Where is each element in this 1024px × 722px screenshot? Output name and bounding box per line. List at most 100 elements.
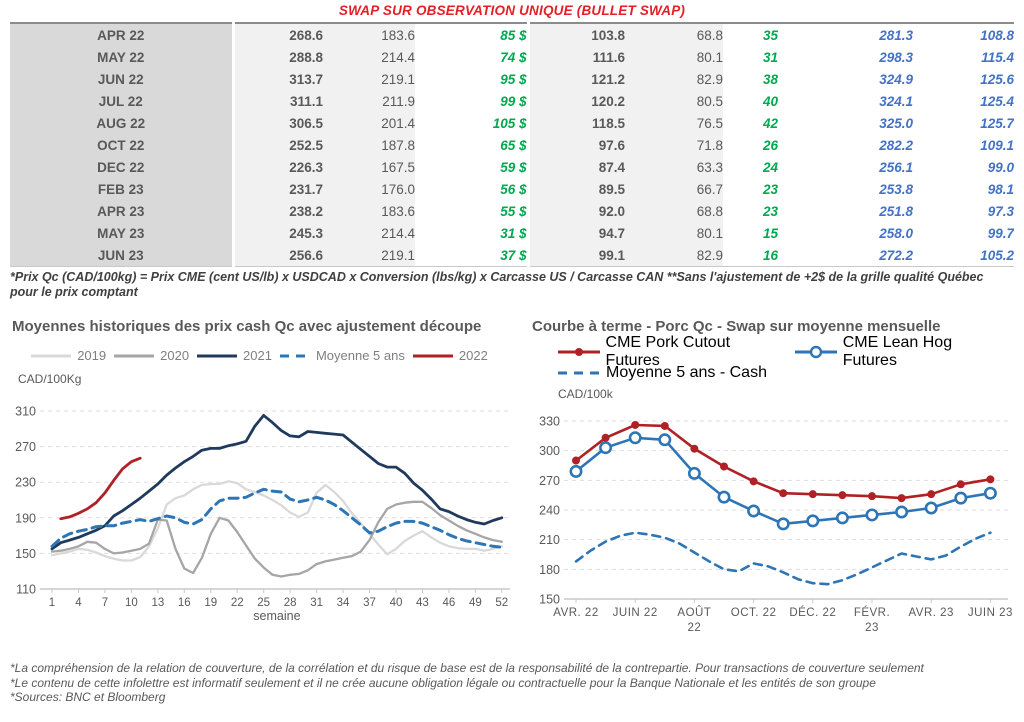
cell-swap-qc: 256.1 <box>879 159 913 175</box>
cell-moyenne-cme: 82.9 <box>625 68 723 90</box>
cell-moyenne-qc: 219.1 <box>323 68 415 90</box>
legend-item-label: 2022 <box>458 348 488 363</box>
legend-item-label: 2020 <box>160 348 190 363</box>
right-chart-title: Courbe à terme - Porc Qc - Swap sur moye… <box>532 318 941 335</box>
cell-ecart-cad: 55 $ <box>500 203 527 219</box>
svg-text:DÉC. 22: DÉC. 22 <box>789 606 836 619</box>
cell-ecart-pct: 23 <box>762 181 779 197</box>
cell-ecart-pct: 23 <box>762 203 779 219</box>
swap-table: APR 22 268.6 183.6 85 $103.8 68.8 35 281.3 108.… <box>10 22 1014 267</box>
cell-prix-cme: 111.6 <box>526 46 625 68</box>
svg-text:FÉVR.: FÉVR. <box>854 606 890 619</box>
cell-moyenne-qc: 219.1 <box>323 244 415 267</box>
svg-text:300: 300 <box>539 444 560 458</box>
cell-moyenne-cme: 66.7 <box>625 178 723 200</box>
svg-text:270: 270 <box>15 440 36 454</box>
historical-prices-chart-block: Moyennes historiques des prix cash Qc av… <box>8 318 515 648</box>
footnote-line: *Le contenu de cette infolettre est info… <box>10 675 876 690</box>
cell-moyenne-cme: 80.1 <box>625 46 723 68</box>
cell-month: JUN 22 <box>10 68 233 90</box>
legend-swatch-icon <box>558 347 600 356</box>
svg-text:JUIN 23: JUIN 23 <box>968 607 1013 619</box>
svg-text:210: 210 <box>539 533 560 547</box>
cell-moyenne-cme: 63.3 <box>625 156 723 178</box>
cell-prix-cme: 94.7 <box>526 222 625 244</box>
table-row: MAY 22 288.8 214.4 74 $111.6 80.1 31 298.3 115.… <box>10 46 1014 68</box>
cell-prix-qc: 231.7 <box>231 178 323 200</box>
historical-prices-chart: 110 150 190 230 270 310 1 4 7 10 13 16 19 22 25 28 31 34 3… <box>15 405 510 623</box>
table-row: JUL 22 311.1 211.9 99 $120.2 80.5 40 324.1 125.… <box>10 90 1014 112</box>
right-chart-legend: CME Pork Cutout Futures CME Lean Hog Futu… <box>556 334 1016 383</box>
legend-item: 2021 <box>195 348 272 363</box>
cell-swap-qc: 281.3 <box>879 27 913 43</box>
cell-swap-qc: 324.1 <box>879 93 913 109</box>
svg-text:150: 150 <box>539 593 560 607</box>
cell-month: DEC 22 <box>10 156 233 178</box>
svg-text:240: 240 <box>539 504 560 518</box>
left-chart-title: Moyennes historiques des prix cash Qc av… <box>12 318 482 335</box>
footnote-line: *La compréhension de la relation de couv… <box>10 661 924 675</box>
cell-prix-cme: 92.0 <box>526 200 625 222</box>
svg-text:22: 22 <box>688 622 702 634</box>
svg-text:28: 28 <box>284 597 297 609</box>
legend-swatch-icon <box>114 354 155 357</box>
cell-moyenne-qc: 183.6 <box>323 200 415 222</box>
table-row: AUG 22 306.5 201.4 105 $118.5 76.5 42 325.0 125… <box>10 112 1014 134</box>
cell-prix-qc: 226.3 <box>231 156 323 178</box>
legend-item-label: 2019 <box>77 348 107 363</box>
svg-text:52: 52 <box>495 597 508 609</box>
cell-ecart-pct: 26 <box>762 137 779 153</box>
cell-prix-qc: 288.8 <box>231 46 323 68</box>
cell-month: FEB 23 <box>10 178 233 200</box>
disclaimer-footnotes: *La compréhension de la relation de couv… <box>10 661 1018 705</box>
legend-item-label: 2021 <box>243 348 272 363</box>
svg-text:37: 37 <box>363 597 376 609</box>
cell-month: MAY 22 <box>10 46 233 68</box>
cell-moyenne-cme: 82.9 <box>625 244 723 267</box>
svg-text:31: 31 <box>310 597 323 609</box>
cell-moyenne-qc: 176.0 <box>323 178 415 200</box>
cell-ecart-pct: 15 <box>762 225 779 241</box>
svg-text:16: 16 <box>178 597 191 609</box>
legend-item-label: Moyenne 5 ans - Cash <box>606 363 767 381</box>
cell-prix-cme: 99.1 <box>526 244 625 267</box>
svg-text:AOÛT: AOÛT <box>677 606 711 619</box>
svg-text:JUIN 22: JUIN 22 <box>613 607 658 619</box>
cell-moyenne-qc: 214.4 <box>323 222 415 244</box>
table-footnote: *Prix Qc (CAD/100kg) = Prix CME (cent US… <box>10 270 984 299</box>
svg-text:310: 310 <box>15 405 36 419</box>
cell-prix-cme: 87.4 <box>526 156 625 178</box>
cell-month: AUG 22 <box>10 112 233 134</box>
cell-ecart-cad: 65 $ <box>500 137 527 153</box>
footnote-line: *Sources: BNC et Bloomberg <box>10 690 166 704</box>
cell-ecart-cad: 99 $ <box>500 93 527 109</box>
legend-item-label: Moyenne 5 ans <box>315 348 405 363</box>
cell-month: JUL 22 <box>10 90 233 112</box>
cell-moyenne-qc: 187.8 <box>323 134 415 156</box>
cell-ecart-cad: 105 $ <box>492 115 527 131</box>
svg-text:46: 46 <box>443 597 456 609</box>
svg-text:110: 110 <box>16 583 36 597</box>
cell-moyenne-qc: 167.5 <box>323 156 415 178</box>
cell-month: OCT 22 <box>10 134 233 156</box>
svg-text:semaine: semaine <box>253 609 300 623</box>
cell-moyenne-cme: 76.5 <box>625 112 723 134</box>
cell-moyenne-cme: 80.5 <box>625 90 723 112</box>
table-row: OCT 22 252.5 187.8 65 $97.6 71.8 26 282.2 109.1 <box>10 134 1014 156</box>
cell-moyenne-qc: 211.9 <box>323 90 415 112</box>
legend-item-label: CME Lean Hog Futures <box>842 333 953 369</box>
left-chart-unit: CAD/100Kg <box>18 372 82 386</box>
cell-swap-cme: 125.4 <box>980 93 1014 109</box>
cell-month: APR 23 <box>10 200 233 222</box>
cell-swap-qc: 324.9 <box>879 71 913 87</box>
cell-prix-cme: 120.2 <box>526 90 625 112</box>
cell-ecart-cad: 56 $ <box>500 181 527 197</box>
cell-swap-cme: 115.4 <box>981 49 1014 65</box>
legend-swatch-icon <box>279 354 310 357</box>
svg-text:22: 22 <box>231 597 244 609</box>
cell-prix-qc: 252.5 <box>231 134 323 156</box>
svg-text:25: 25 <box>257 597 270 609</box>
cell-ecart-pct: 40 <box>762 93 779 109</box>
cell-swap-cme: 108.8 <box>980 27 1014 43</box>
cell-moyenne-cme: 68.8 <box>625 200 723 222</box>
